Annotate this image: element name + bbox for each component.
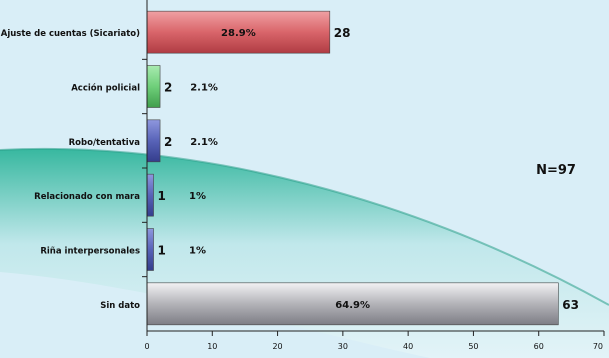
category-label: Acción policial bbox=[71, 83, 140, 94]
bar-percent-label: 1% bbox=[189, 246, 206, 257]
bar bbox=[146, 119, 161, 163]
category-label: Ajuste de cuentas (Sicariato) bbox=[1, 29, 140, 39]
bar bbox=[146, 228, 154, 271]
x-tick-label: 50 bbox=[468, 342, 478, 351]
bar-percent-label: 2.1% bbox=[190, 137, 218, 148]
axes-group: 0 10 20 30 40 50 60 70 bbox=[142, 0, 605, 351]
category-label: Riña interpersonales bbox=[40, 247, 140, 257]
x-tick-label: 30 bbox=[338, 342, 348, 351]
category-label: Robo/tentativa bbox=[69, 138, 141, 148]
bar-percent-label: 64.9% bbox=[335, 300, 370, 311]
sample-size-annotation: N=97 bbox=[536, 163, 576, 178]
x-tick-label: 40 bbox=[403, 342, 413, 351]
x-tick-label: 70 bbox=[593, 342, 603, 351]
bar bbox=[146, 65, 161, 108]
decorative-swoosh-edge bbox=[0, 147, 609, 306]
x-tick-label: 10 bbox=[207, 342, 217, 351]
bar-value-label: 28 bbox=[334, 26, 351, 40]
bar bbox=[146, 282, 559, 326]
bar bbox=[146, 173, 154, 217]
x-tick-label: 60 bbox=[534, 342, 544, 351]
category-label: Sin dato bbox=[100, 301, 140, 311]
bar-percent-label: 28.9% bbox=[221, 28, 256, 39]
bar bbox=[146, 10, 331, 54]
bar-value-label: 1 bbox=[158, 244, 166, 258]
bars-group: Ajuste de cuentas (Sicariato) 28 28.9% Acci… bbox=[1, 10, 579, 326]
bar-value-label: 2 bbox=[164, 81, 172, 95]
x-tick-label: 0 bbox=[144, 342, 149, 351]
bar-percent-label: 1% bbox=[189, 191, 206, 202]
bar-value-label: 1 bbox=[158, 189, 166, 203]
bar-percent-label: 2.1% bbox=[190, 83, 218, 94]
bar-value-label: 63 bbox=[562, 298, 579, 312]
x-tick-label: 20 bbox=[272, 342, 282, 351]
bar-value-label: 2 bbox=[164, 135, 172, 149]
category-label: Relacionado con mara bbox=[34, 192, 140, 202]
